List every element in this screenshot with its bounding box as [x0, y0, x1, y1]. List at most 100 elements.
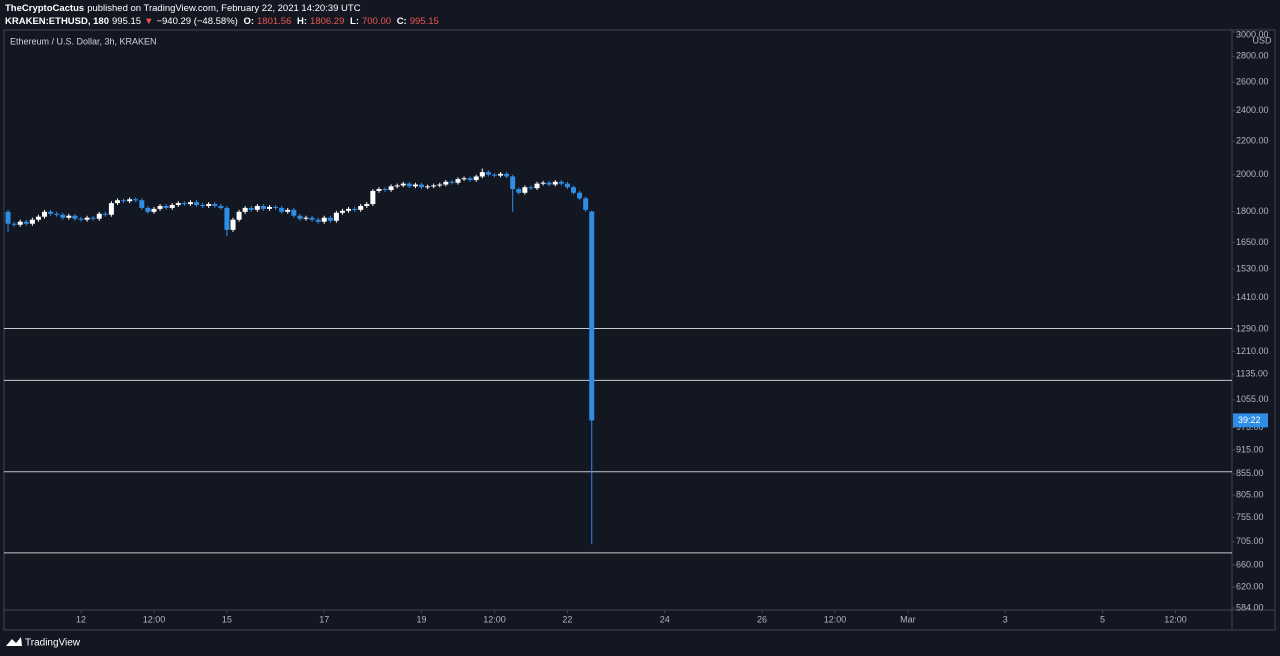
candle: [212, 202, 218, 208]
candle: [260, 204, 266, 211]
candle-body: [54, 213, 60, 215]
c-label: C:: [396, 16, 407, 27]
candle-body: [491, 174, 497, 176]
candle-body: [558, 181, 564, 184]
candle-body: [200, 205, 206, 207]
candle-body: [224, 207, 230, 230]
candle: [224, 205, 230, 237]
price-marker: [1233, 413, 1268, 428]
candle-body: [151, 208, 157, 212]
l-value: 700.00: [361, 16, 392, 27]
y-tick-label: 2000.00: [1236, 169, 1269, 179]
candle: [279, 205, 285, 214]
candle: [72, 213, 78, 221]
candle: [364, 202, 370, 208]
y-tick-label: 1410.00: [1236, 292, 1269, 302]
candle: [370, 189, 376, 206]
candle-body: [364, 204, 370, 206]
x-tick-label: Mar: [900, 614, 916, 624]
candle-body: [96, 213, 102, 219]
candle-body: [309, 217, 315, 220]
candle-body: [48, 211, 54, 214]
candle: [48, 209, 54, 216]
candle: [108, 201, 114, 217]
x-tick-label: 24: [660, 614, 670, 624]
candle: [315, 217, 321, 224]
candle-body: [394, 185, 400, 187]
candle-body: [467, 178, 473, 181]
candle-body: [412, 184, 418, 187]
candle: [522, 185, 528, 195]
x-tick-label: 22: [562, 614, 572, 624]
candle-body: [139, 200, 145, 208]
candle-body: [29, 219, 35, 224]
candle-body: [485, 172, 491, 175]
candle-body: [583, 198, 589, 210]
candle: [534, 181, 540, 191]
candle: [266, 205, 272, 211]
candle-body: [248, 207, 254, 210]
candle: [114, 198, 120, 206]
candle-body: [194, 202, 200, 206]
candle-body: [443, 181, 449, 185]
candle-body: [108, 203, 114, 215]
candle-body: [23, 221, 29, 224]
candle: [230, 217, 236, 232]
x-tick-label: 12: [76, 614, 86, 624]
x-tick-label: 19: [416, 614, 426, 624]
candle: [23, 219, 29, 226]
y-tick-label: 915.00: [1236, 444, 1264, 454]
candle-body: [589, 211, 595, 421]
candle-body: [358, 205, 364, 210]
candle-body: [285, 209, 291, 212]
candle-body: [254, 205, 260, 210]
candle: [528, 185, 534, 191]
candle: [218, 204, 224, 210]
candle-body: [17, 221, 23, 225]
candle-body: [388, 186, 394, 191]
candle-body: [303, 217, 309, 219]
candle-body: [564, 183, 570, 188]
candle: [388, 184, 394, 192]
candle-body: [297, 215, 303, 219]
candle-body: [534, 183, 540, 189]
candle-body: [528, 187, 534, 189]
candle: [11, 221, 17, 227]
candle: [504, 172, 510, 179]
candle-body: [78, 218, 84, 220]
candle-body: [102, 213, 108, 215]
candle: [133, 197, 139, 203]
candle-body: [169, 205, 175, 208]
l-label: L:: [350, 16, 359, 27]
candle-body: [333, 212, 339, 221]
candle: [431, 183, 437, 189]
x-tick-label: 3: [1003, 614, 1008, 624]
candle-body: [431, 185, 437, 187]
candle-body: [145, 207, 151, 212]
candle: [577, 190, 583, 201]
candle: [491, 172, 497, 178]
candle: [473, 174, 479, 182]
down-arrow: ▼: [144, 16, 154, 27]
y-tick-label: 855.00: [1236, 468, 1264, 478]
candle-body: [206, 204, 212, 206]
h-label: H:: [297, 16, 308, 27]
candle: [382, 187, 388, 192]
y-tick-label: 1800.00: [1236, 206, 1269, 216]
candle: [181, 201, 187, 206]
candle: [589, 210, 595, 545]
candle: [352, 206, 358, 212]
x-tick-label: 17: [319, 614, 329, 624]
y-tick-label: 1530.00: [1236, 263, 1269, 273]
y-tick-label: 2400.00: [1236, 105, 1269, 115]
candle: [5, 209, 11, 232]
candle: [169, 203, 175, 210]
candle: [151, 206, 157, 214]
y-tick-label: 660.00: [1236, 559, 1264, 569]
symbol: KRAKEN:ETHUSD, 180: [5, 16, 109, 27]
candle-body: [449, 181, 455, 183]
y-tick-label: 2200.00: [1236, 136, 1269, 146]
y-tick-label: 2800.00: [1236, 51, 1269, 61]
candle-body: [163, 205, 169, 208]
candle: [400, 181, 406, 188]
